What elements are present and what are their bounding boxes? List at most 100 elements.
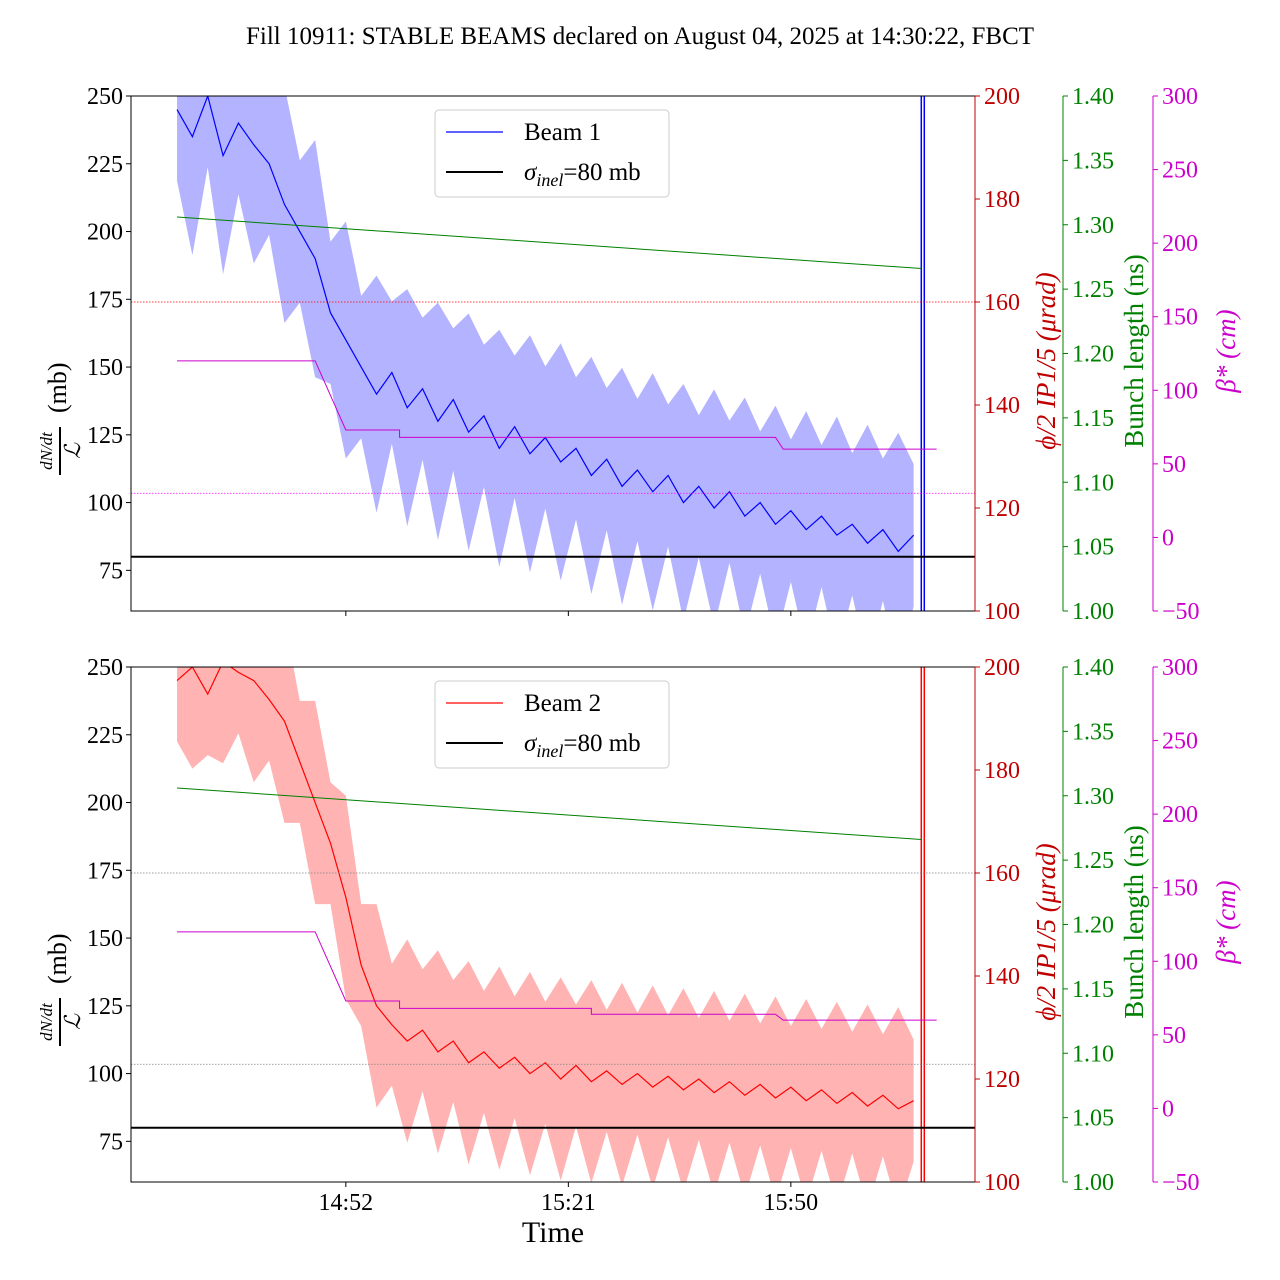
- y_crossing-tick-label: 160: [984, 290, 1020, 316]
- beam-line: [176, 667, 914, 1110]
- y_crossing-tick-label: 180: [984, 758, 1020, 784]
- y_beta-tick-label: −50: [1162, 1170, 1200, 1196]
- sigma-symbol: σ: [524, 730, 538, 757]
- beam-band: [177, 667, 914, 1182]
- y_crossing-tick-label: 140: [984, 964, 1020, 990]
- y_bunch-tick-label: 1.25: [1072, 277, 1114, 303]
- y_beta-label: β* (cm): [1211, 309, 1241, 393]
- y-left-tick-label: 75: [99, 558, 123, 584]
- y_beta-tick-label: 0: [1162, 525, 1174, 551]
- y_crossing-tick-label: 120: [984, 1067, 1020, 1093]
- sigma-subscript: inel: [536, 170, 563, 190]
- y_bunch-tick-label: 1.20: [1072, 913, 1114, 939]
- y-left-label-denominator: ℒ: [60, 1013, 85, 1030]
- y-left-tick-label: 200: [87, 791, 123, 817]
- y_beta-tick-label: 150: [1162, 876, 1198, 902]
- y_beta-tick-label: 50: [1162, 1023, 1186, 1049]
- panel-bottom: 75 100 125 150 175 200 225 250 dN/dt ℒ (mb) 100 120 1…: [37, 655, 1241, 1249]
- sigma-value: =80 mb: [563, 159, 640, 186]
- y_bunch-label: Bunch length (ns): [1119, 825, 1149, 1018]
- y_beta-tick-label: 250: [1162, 158, 1198, 184]
- panel-top: 75 100 125 150 175 200 225 250 dN/dt ℒ (mb) 100 120 1…: [37, 84, 1241, 625]
- y_bunch-tick-label: 1.35: [1072, 719, 1114, 745]
- y_bunch-tick-label: 1.05: [1072, 535, 1114, 561]
- y-left-tick-label: 200: [87, 220, 123, 246]
- y_bunch-tick-label: 1.20: [1072, 342, 1114, 368]
- x-tick-label: 14:52: [319, 1190, 374, 1216]
- legend-sigma-label: σinel=80 mb: [524, 730, 641, 761]
- y-left-tick-label: 225: [87, 723, 123, 749]
- y-left-tick-label: 100: [87, 491, 123, 517]
- bunch-length-line: [177, 787, 922, 841]
- y_crossing-tick-label: 200: [984, 655, 1020, 681]
- y_bunch-tick-label: 1.05: [1072, 1106, 1114, 1132]
- y-left-tick-label: 125: [87, 994, 123, 1020]
- y_crossing-tick-label: 120: [984, 496, 1020, 522]
- y_crossing-tick-label: 180: [984, 187, 1020, 213]
- bunch-length-line: [177, 216, 922, 270]
- y_crossing-label: ϕ/2 IP1/5 (μrad): [1031, 843, 1061, 1021]
- plot-area: [131, 667, 975, 1182]
- y_beta-tick-label: 50: [1162, 452, 1186, 478]
- sigma-subscript: inel: [536, 741, 563, 761]
- y_crossing-tick-label: 100: [984, 1170, 1020, 1196]
- y-left-tick-label: 150: [87, 355, 123, 381]
- sigma-symbol: σ: [524, 159, 538, 186]
- y_bunch-tick-label: 1.10: [1072, 470, 1114, 496]
- y-left-label-denominator: ℒ: [60, 442, 85, 459]
- y_bunch-tick-label: 1.40: [1072, 84, 1114, 110]
- y-left-label-numerator: dN/dt: [37, 431, 56, 470]
- y_bunch-tick-label: 1.15: [1072, 406, 1114, 432]
- y-left-tick-label: 225: [87, 152, 123, 178]
- y_beta-tick-label: 300: [1162, 84, 1198, 110]
- y_beta-tick-label: 300: [1162, 655, 1198, 681]
- beam-band: [177, 96, 914, 611]
- legend-beam-label: Beam 1: [524, 119, 601, 146]
- y-left-label: dN/dt ℒ (mb): [37, 933, 85, 1046]
- y-left-label-unit: (mb): [43, 933, 72, 984]
- y_bunch-tick-label: 1.25: [1072, 848, 1114, 874]
- y-left-label-numerator: dN/dt: [37, 1002, 56, 1041]
- y-left-tick-label: 250: [87, 84, 123, 110]
- y_beta-tick-label: 100: [1162, 949, 1198, 975]
- y_beta-label: β* (cm): [1211, 880, 1241, 964]
- y-left-label-unit: (mb): [43, 362, 72, 413]
- y_bunch-tick-label: 1.40: [1072, 655, 1114, 681]
- y_bunch-tick-label: 1.15: [1072, 977, 1114, 1003]
- y-left-tick-label: 100: [87, 1062, 123, 1088]
- y-left-tick-label: 75: [99, 1129, 123, 1155]
- y_beta-tick-label: 100: [1162, 378, 1198, 404]
- y_bunch-tick-label: 1.30: [1072, 784, 1114, 810]
- legend: Beam 1 σinel=80 mb: [434, 109, 670, 198]
- y-left-tick-label: 150: [87, 926, 123, 952]
- y_bunch-tick-label: 1.10: [1072, 1041, 1114, 1067]
- y-left-tick-label: 125: [87, 423, 123, 449]
- y_crossing-label: ϕ/2 IP1/5 (μrad): [1031, 272, 1061, 450]
- y-left-label: dN/dt ℒ (mb): [37, 362, 85, 475]
- y_bunch-tick-label: 1.00: [1072, 599, 1114, 625]
- y_beta-tick-label: 200: [1162, 802, 1198, 828]
- sigma-value: =80 mb: [563, 730, 640, 757]
- legend-sigma-label: σinel=80 mb: [524, 159, 641, 190]
- y_bunch-tick-label: 1.30: [1072, 213, 1114, 239]
- y-left-tick-label: 175: [87, 287, 123, 313]
- x-axis-label: Time: [522, 1216, 584, 1249]
- y-left-tick-label: 175: [87, 858, 123, 884]
- y_bunch-tick-label: 1.00: [1072, 1170, 1114, 1196]
- y_crossing-tick-label: 200: [984, 84, 1020, 110]
- y_beta-tick-label: 0: [1162, 1096, 1174, 1122]
- y_beta-tick-label: 200: [1162, 231, 1198, 257]
- chart-title: Fill 10911: STABLE BEAMS declared on Aug…: [246, 23, 1034, 50]
- y-left-tick-label: 250: [87, 655, 123, 681]
- x-tick-label: 15:21: [541, 1190, 596, 1216]
- beta-star-line: [177, 360, 937, 450]
- y_beta-tick-label: 250: [1162, 729, 1198, 755]
- legend: Beam 2 σinel=80 mb: [434, 680, 670, 769]
- y_beta-tick-label: −50: [1162, 599, 1200, 625]
- y_crossing-tick-label: 100: [984, 599, 1020, 625]
- beta-star-line: [177, 931, 937, 1021]
- plot-area: [131, 96, 975, 611]
- y_crossing-tick-label: 160: [984, 861, 1020, 887]
